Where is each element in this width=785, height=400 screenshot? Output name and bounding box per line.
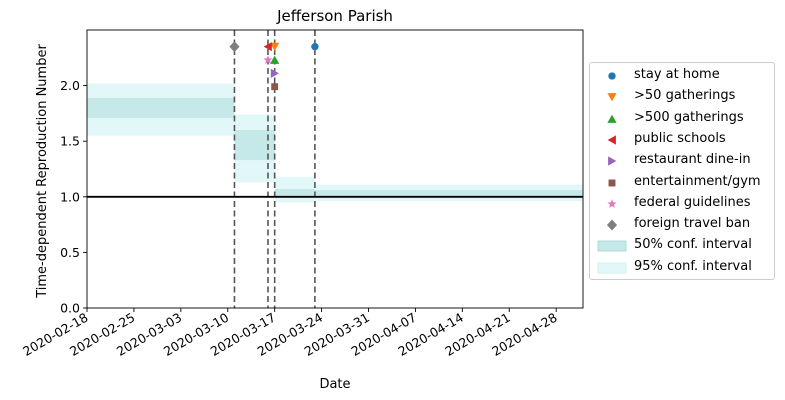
legend-swatch [607, 135, 616, 145]
legend-marker-icon [608, 72, 616, 80]
marker-public-schools [263, 42, 272, 52]
marker-50-gatherings [270, 42, 280, 52]
legend-marker-icon [608, 179, 616, 186]
ci50-band-1 [87, 97, 235, 118]
legend-label: 95% conf. interval [634, 258, 752, 274]
legend-label: foreign travel ban [634, 216, 751, 232]
legend-item-restaurant-dine-in: restaurant dine-in [590, 151, 774, 171]
legend-item-95-conf-interval: 95% conf. interval [590, 258, 774, 278]
ci50-band-3 [274, 189, 315, 198]
legend-label: public schools [634, 130, 726, 146]
legend-marker-icon [607, 114, 617, 123]
legend-item-federal-guidelines: federal guidelines [590, 194, 774, 214]
legend-swatch [606, 219, 618, 231]
intervention-lines [233, 30, 316, 308]
legend-label: entertainment/gym [634, 173, 761, 189]
plot-frame [86, 29, 584, 309]
marker-restaurant-dine-in [270, 68, 280, 78]
legend-marker-icon [607, 93, 617, 102]
marker-entertainment-gym [271, 83, 279, 91]
x-axis: 2020-02-182020-02-252020-03-032020-03-10… [20, 308, 560, 359]
legend-item-stay-at-home: stay at home [590, 66, 774, 86]
intervention-markers [229, 41, 319, 91]
legend-label: >50 gatherings [634, 88, 736, 104]
legend-item-public-schools: public schools [590, 130, 774, 150]
legend-band-swatch [597, 262, 627, 274]
y-tick-label: 0.5 [60, 245, 80, 260]
legend-label: restaurant dine-in [634, 152, 751, 168]
ci50-band-4 [314, 190, 583, 197]
y-axis-label: Time-dependent Reproduction Number [35, 44, 50, 299]
chart-title: Jefferson Parish [276, 7, 393, 25]
legend: stay at home >50 gatherings >500 gathering… [589, 62, 775, 280]
legend-swatch [608, 179, 616, 186]
legend-item-500-gatherings: >500 gatherings [590, 109, 774, 129]
y-axis: 0.0 0.5 1.0 1.5 2.0 [60, 78, 87, 316]
legend-swatch [608, 72, 616, 80]
legend-marker-icon [606, 219, 618, 231]
legend-item-50-conf-interval: 50% conf. interval [590, 236, 774, 256]
legend-label: stay at home [634, 67, 720, 82]
legend-item-foreign-travel-ban: foreign travel ban [590, 215, 774, 235]
legend-label: federal guidelines [634, 194, 751, 210]
legend-swatch [607, 93, 617, 102]
legend-item-50-gatherings: >50 gatherings [590, 87, 774, 107]
y-tick-label: 1.0 [60, 189, 80, 204]
legend-swatch [607, 114, 617, 123]
y-tick-label: 1.5 [60, 134, 80, 149]
legend-marker-icon [607, 135, 616, 145]
legend-item-entertainment-gym: entertainment/gym [590, 173, 774, 193]
legend-label: 50% conf. interval [634, 237, 752, 253]
marker-federal-guidelines [263, 55, 273, 64]
legend-swatch [597, 262, 627, 274]
legend-band-swatch [597, 240, 627, 252]
legend-marker-icon [608, 156, 617, 166]
marker-stay-at-home [311, 43, 319, 51]
y-tick-label: 2.0 [60, 78, 80, 93]
ci-bands [87, 83, 583, 203]
marker-500-gatherings [270, 55, 280, 64]
marker-foreign-travel-ban [229, 41, 240, 53]
y-tick-label: 0.0 [60, 301, 80, 316]
legend-label: >500 gatherings [634, 109, 744, 125]
x-axis-label: Date [319, 377, 350, 392]
legend-swatch [607, 198, 617, 208]
legend-swatch [597, 240, 627, 252]
legend-swatch [608, 156, 617, 166]
legend-marker-icon [607, 198, 617, 208]
